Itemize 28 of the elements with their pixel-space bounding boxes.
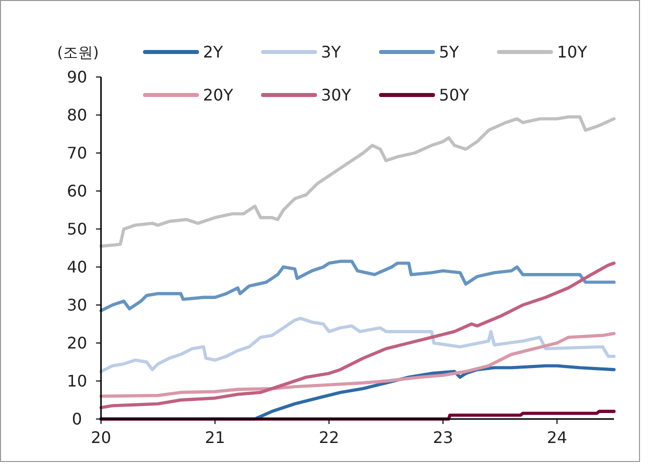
y-tick-label: 50 xyxy=(66,220,88,239)
x-tick-label: 21 xyxy=(204,428,226,447)
y-tick-label: 0 xyxy=(72,410,82,429)
legend-label: 5Y xyxy=(439,42,460,62)
legend-label: 3Y xyxy=(321,42,342,62)
legend-label: 20Y xyxy=(203,86,234,105)
x-tick-label: 20 xyxy=(90,428,112,447)
y-tick-label: 40 xyxy=(66,258,88,277)
line-series xyxy=(99,332,616,398)
x-tick-label: 22 xyxy=(318,428,340,447)
y-tick-label: 10 xyxy=(66,372,88,391)
legend-label: 10Y xyxy=(557,42,588,62)
y-tick-label: 70 xyxy=(66,144,88,163)
y-tick-label: 60 xyxy=(66,182,88,201)
legend-label: 50Y xyxy=(439,86,470,105)
legend-label: 30Y xyxy=(321,86,352,105)
line-series xyxy=(99,316,616,374)
legend-label: 2Y xyxy=(203,42,224,62)
line-series xyxy=(99,115,616,248)
x-tick-label: 23 xyxy=(432,428,454,447)
y-tick-label: 80 xyxy=(66,106,88,125)
y-tick-label: 90 xyxy=(66,68,88,87)
y-tick-label: 20 xyxy=(66,334,88,353)
y-axis-title: (조원) xyxy=(57,43,99,62)
line-series xyxy=(99,260,616,312)
line-series xyxy=(99,262,616,410)
x-tick-label: 24 xyxy=(546,428,568,447)
y-tick-label: 30 xyxy=(66,296,88,315)
